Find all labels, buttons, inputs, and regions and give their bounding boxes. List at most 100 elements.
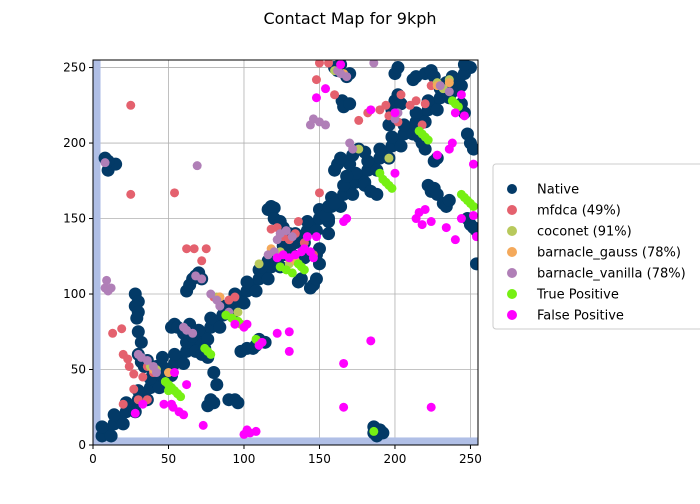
data-point bbox=[197, 274, 207, 284]
data-point bbox=[432, 150, 442, 160]
data-point bbox=[100, 158, 110, 168]
data-point bbox=[108, 328, 118, 338]
data-point bbox=[420, 204, 430, 214]
data-point bbox=[396, 90, 406, 100]
data-point bbox=[409, 106, 423, 120]
legend-marker bbox=[507, 289, 517, 299]
data-point bbox=[254, 259, 264, 269]
data-point bbox=[468, 211, 478, 221]
data-point bbox=[95, 420, 109, 434]
x-tick-label: 250 bbox=[459, 452, 482, 466]
data-point bbox=[442, 193, 456, 207]
data-point bbox=[272, 328, 282, 338]
legend-box bbox=[492, 163, 700, 330]
data-point bbox=[444, 87, 454, 97]
data-point bbox=[126, 189, 136, 199]
data-point bbox=[257, 337, 267, 347]
data-point bbox=[411, 96, 421, 106]
data-point bbox=[394, 97, 408, 111]
data-point bbox=[321, 120, 331, 130]
data-point bbox=[308, 253, 318, 263]
data-point bbox=[126, 100, 136, 110]
data-point bbox=[151, 368, 161, 378]
data-point bbox=[334, 151, 348, 165]
data-point bbox=[155, 350, 169, 364]
data-point bbox=[230, 292, 240, 302]
data-point bbox=[102, 275, 112, 285]
legend-label: coconet (91%) bbox=[537, 225, 632, 240]
data-point bbox=[457, 60, 471, 72]
data-point bbox=[354, 115, 364, 125]
data-point bbox=[435, 81, 445, 91]
data-point bbox=[381, 100, 391, 110]
data-point bbox=[459, 111, 469, 121]
data-point bbox=[138, 399, 148, 409]
data-point bbox=[159, 399, 169, 409]
data-point bbox=[182, 244, 192, 254]
data-point bbox=[384, 153, 394, 163]
data-point bbox=[322, 227, 336, 241]
data-point bbox=[328, 196, 342, 210]
data-point bbox=[346, 187, 360, 201]
data-point bbox=[426, 402, 436, 412]
data-point bbox=[311, 75, 321, 85]
bottom-border-band bbox=[93, 437, 478, 445]
x-tick-label: 50 bbox=[161, 452, 176, 466]
data-point bbox=[373, 142, 387, 156]
data-point bbox=[468, 201, 478, 211]
axes-frame bbox=[92, 59, 479, 446]
data-point bbox=[206, 349, 216, 359]
data-point bbox=[192, 161, 202, 171]
data-point bbox=[418, 142, 432, 156]
data-point bbox=[369, 426, 379, 436]
data-point bbox=[311, 232, 321, 242]
data-point bbox=[342, 72, 352, 82]
y-axis-ticks: 0 50 100 150 200 250 bbox=[63, 61, 93, 452]
data-point bbox=[237, 296, 251, 310]
data-point bbox=[163, 386, 173, 396]
legend-label: True Positive bbox=[536, 288, 619, 303]
data-point bbox=[348, 144, 358, 154]
data-point bbox=[339, 402, 349, 412]
data-point bbox=[294, 272, 308, 286]
data-point bbox=[130, 311, 144, 325]
data-point bbox=[287, 268, 297, 278]
data-point bbox=[182, 380, 192, 390]
data-point bbox=[468, 159, 478, 169]
data-point bbox=[366, 336, 376, 346]
data-point bbox=[204, 393, 218, 407]
data-point bbox=[206, 289, 216, 299]
data-point bbox=[118, 399, 128, 409]
data-point bbox=[430, 103, 444, 117]
legend-label: Native bbox=[537, 183, 579, 198]
x-tick-label: 200 bbox=[384, 452, 407, 466]
data-point bbox=[370, 187, 384, 201]
data-point bbox=[138, 372, 148, 382]
data-point bbox=[123, 354, 133, 364]
data-point bbox=[441, 223, 451, 233]
data-point bbox=[314, 188, 324, 198]
data-point bbox=[215, 301, 225, 311]
data-point bbox=[450, 235, 460, 245]
y-tick-label: 250 bbox=[63, 61, 86, 75]
data-points bbox=[95, 60, 478, 443]
data-point bbox=[207, 366, 221, 380]
border-bands bbox=[93, 60, 478, 445]
legend-label: False Positive bbox=[537, 309, 624, 324]
data-point bbox=[391, 61, 405, 75]
data-point bbox=[469, 257, 478, 271]
legend-marker bbox=[507, 226, 517, 236]
data-point bbox=[213, 320, 227, 334]
data-point bbox=[471, 232, 478, 242]
data-point bbox=[204, 311, 218, 325]
data-point bbox=[369, 60, 379, 68]
data-point bbox=[198, 420, 208, 430]
data-point bbox=[249, 284, 263, 298]
data-point bbox=[170, 368, 180, 378]
x-tick-label: 100 bbox=[233, 452, 256, 466]
data-point bbox=[342, 214, 352, 224]
data-point bbox=[231, 396, 245, 410]
data-point bbox=[201, 244, 211, 254]
